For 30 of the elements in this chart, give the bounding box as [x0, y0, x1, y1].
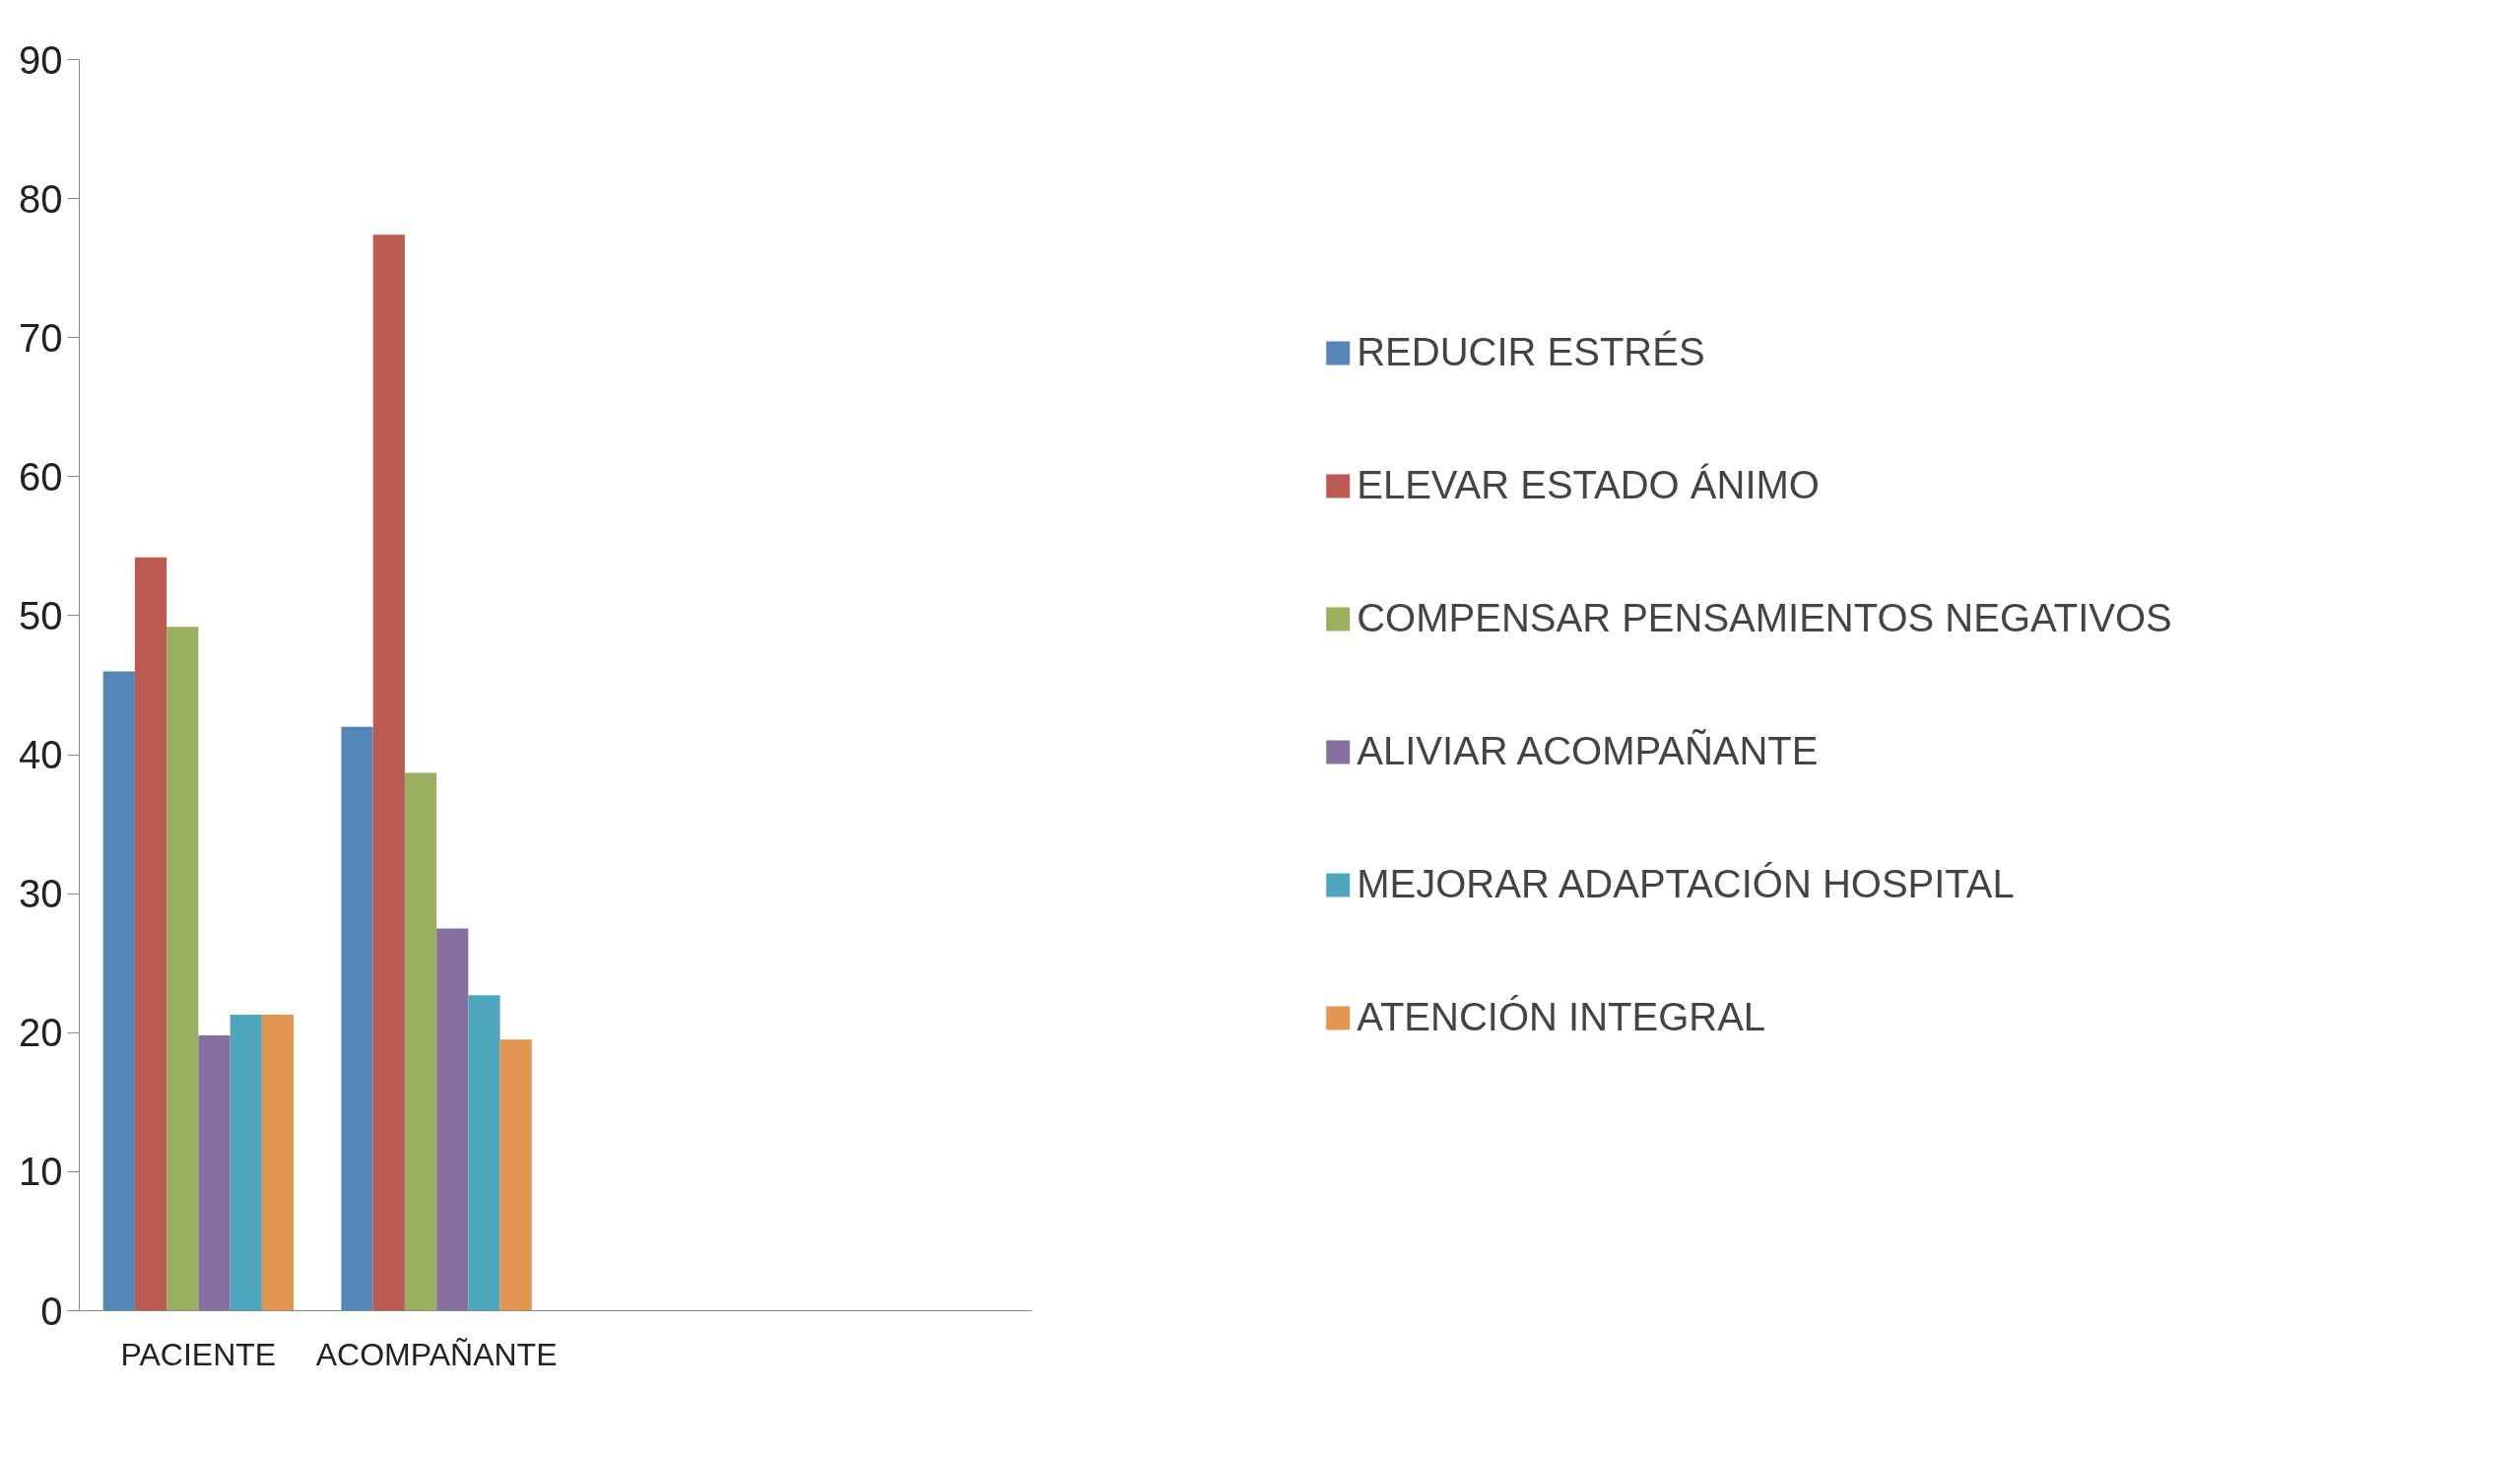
bar [166, 627, 199, 1311]
y-tick-label: 90 [19, 37, 63, 82]
y-tick-label: 80 [19, 176, 63, 221]
bar [436, 928, 469, 1311]
bar [341, 726, 373, 1311]
bar [198, 1035, 231, 1311]
legend-label: REDUCIR ESTRÉS [1357, 330, 1705, 374]
bar [372, 234, 405, 1311]
legend-label: COMPENSAR PENSAMIENTOS NEGATIVOS [1357, 596, 2172, 640]
x-tick-label: PACIENTE [120, 1336, 277, 1372]
bar [134, 557, 167, 1311]
y-tick-label: 50 [19, 593, 63, 637]
bar [404, 772, 437, 1311]
y-tick-label: 60 [19, 454, 63, 498]
y-tick-label: 40 [19, 733, 63, 777]
y-tick-label: 30 [19, 872, 63, 916]
y-tick-label: 20 [19, 1011, 63, 1055]
x-tick-label: ACOMPAÑANTE [315, 1336, 558, 1372]
y-tick-label: 10 [19, 1150, 63, 1194]
legend-label: MEJORAR ADAPTACIÓN HOSPITAL [1357, 862, 2015, 906]
bar [499, 1039, 532, 1311]
bar [102, 671, 135, 1311]
bar [468, 995, 500, 1311]
legend-label: ALIVIAR ACOMPAÑANTE [1357, 729, 1819, 773]
bar [230, 1014, 262, 1311]
y-tick-label: 70 [19, 315, 63, 360]
legend-label: ATENCIÓN INTEGRAL [1357, 995, 1766, 1039]
legend-label: ELEVAR ESTADO ÁNIMO [1357, 463, 1820, 507]
y-tick-label: 0 [40, 1289, 63, 1333]
bar [261, 1014, 295, 1311]
